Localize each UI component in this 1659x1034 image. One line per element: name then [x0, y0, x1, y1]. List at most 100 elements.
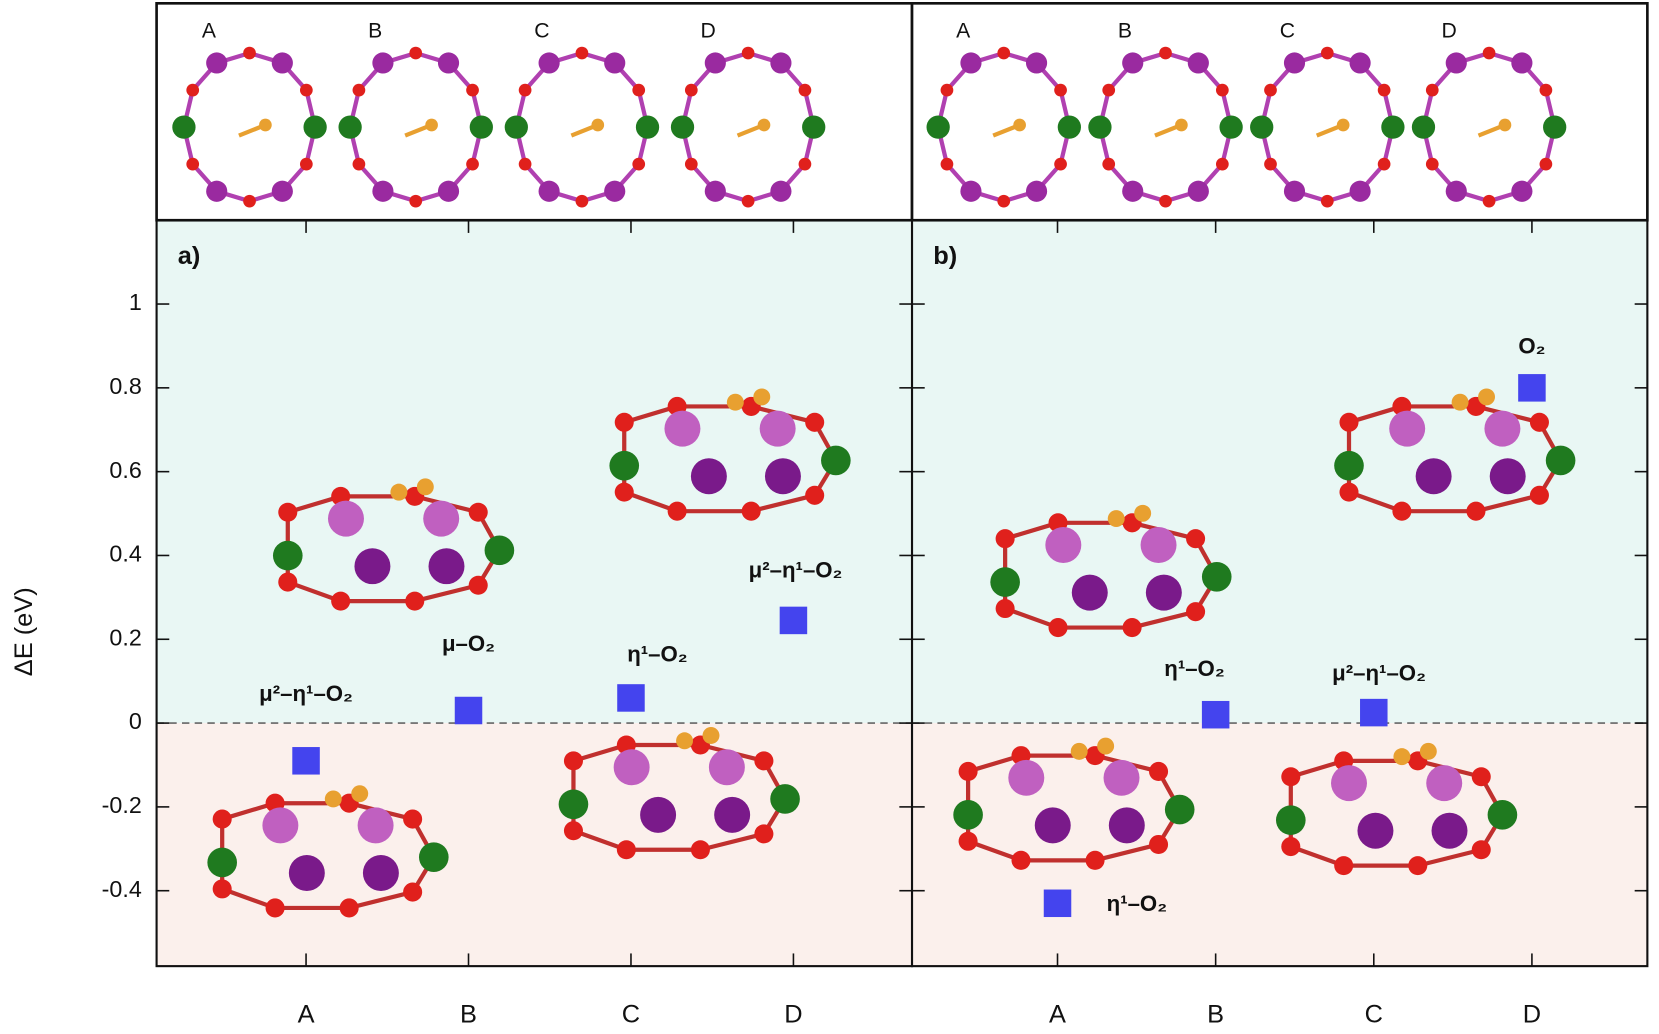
- atom: [428, 548, 465, 585]
- atom: [243, 46, 256, 60]
- atom: [1097, 737, 1115, 755]
- atom: [1466, 501, 1486, 521]
- atom: [1381, 115, 1405, 139]
- atom: [1511, 180, 1533, 202]
- atom: [995, 598, 1015, 619]
- atom: [702, 727, 720, 744]
- atom: [409, 194, 423, 208]
- atom: [684, 83, 698, 97]
- y-tick-label: 0: [129, 708, 142, 734]
- atom: [575, 46, 589, 60]
- atom: [960, 180, 982, 202]
- bond: [699, 831, 765, 852]
- atom: [357, 807, 394, 844]
- atom: [714, 796, 751, 833]
- atom: [632, 83, 646, 97]
- atom: [1134, 504, 1152, 522]
- atom: [798, 157, 812, 171]
- atom: [1426, 765, 1463, 802]
- atom: [1048, 618, 1068, 638]
- atom: [708, 749, 745, 786]
- atom: [1431, 812, 1468, 849]
- atom: [1071, 574, 1108, 611]
- x-tick-label: C: [1365, 1001, 1383, 1029]
- atom: [754, 751, 774, 771]
- atom: [1122, 618, 1142, 638]
- atom: [563, 821, 583, 841]
- atom: [206, 180, 228, 202]
- x-tick-label: D: [784, 1001, 802, 1029]
- atom: [1107, 510, 1125, 528]
- point-label: μ²–η¹–O₂: [749, 558, 843, 583]
- atom: [805, 485, 825, 505]
- atom: [1349, 52, 1371, 74]
- atom: [272, 540, 303, 571]
- inset-structure: [338, 46, 493, 208]
- atom: [299, 157, 313, 171]
- y-tick-label: 1: [129, 289, 142, 315]
- atom: [425, 118, 438, 132]
- atom: [259, 118, 272, 132]
- atom: [1186, 529, 1206, 549]
- atom: [614, 482, 634, 502]
- x-tick-label: B: [1207, 1001, 1224, 1029]
- marker: [292, 747, 320, 775]
- atom: [1187, 52, 1209, 74]
- bond: [1131, 609, 1197, 630]
- atom: [1264, 157, 1277, 171]
- panel-label: b): [933, 242, 957, 270]
- atom: [299, 83, 313, 97]
- atom: [1219, 115, 1243, 139]
- atom: [1057, 115, 1081, 139]
- bond: [1475, 493, 1540, 514]
- atom: [504, 115, 528, 139]
- atom: [798, 83, 812, 97]
- x-tick-label: D: [1523, 1001, 1541, 1029]
- atom: [390, 483, 408, 501]
- atom: [997, 194, 1011, 208]
- bond: [1094, 842, 1160, 863]
- atom: [757, 118, 771, 132]
- atom: [1334, 450, 1364, 481]
- atom: [1320, 194, 1334, 208]
- atom: [995, 529, 1015, 549]
- atom: [1389, 410, 1426, 447]
- atom: [563, 751, 583, 771]
- atom: [484, 535, 515, 566]
- atom: [604, 52, 626, 74]
- atom: [1529, 412, 1549, 432]
- x-tick-label: C: [622, 1001, 640, 1029]
- atom: [1088, 115, 1112, 139]
- atom: [1478, 388, 1496, 406]
- atom: [1159, 194, 1172, 208]
- atom: [1487, 800, 1518, 830]
- atom: [468, 502, 488, 522]
- atom: [352, 83, 366, 97]
- marker: [1360, 698, 1388, 727]
- atom: [1445, 180, 1467, 202]
- atom: [1281, 837, 1301, 857]
- atom: [1529, 485, 1549, 505]
- x-tick-label: A: [298, 1001, 315, 1029]
- atom: [805, 412, 825, 432]
- y-tick-label: 0.2: [109, 624, 141, 650]
- atom: [338, 115, 362, 139]
- marker: [1518, 374, 1546, 402]
- atom: [704, 180, 726, 202]
- atom: [1498, 118, 1512, 132]
- atom: [186, 157, 200, 171]
- atom: [1489, 458, 1526, 495]
- atom: [372, 180, 394, 202]
- inset-structure: [926, 46, 1081, 208]
- atom: [354, 548, 391, 585]
- atom: [1471, 840, 1491, 860]
- atom: [352, 157, 366, 171]
- atom: [278, 572, 298, 592]
- atom: [1122, 52, 1144, 74]
- inset-structure: [1250, 46, 1405, 208]
- atom: [667, 501, 687, 521]
- atom: [1054, 157, 1067, 171]
- atom: [1025, 180, 1048, 202]
- atom: [1425, 157, 1439, 171]
- inset-structure: [172, 46, 327, 208]
